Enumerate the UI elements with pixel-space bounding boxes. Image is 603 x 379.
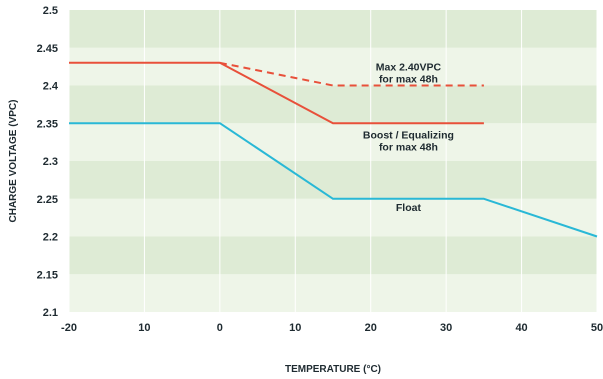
annotation-line: Float (396, 202, 422, 214)
background-band (69, 85, 597, 124)
annotation: Boost / Equalizing for max 48h (363, 129, 454, 153)
y-tick-label: 2.25 (37, 194, 58, 206)
annotation-line: for max 48h (379, 73, 438, 85)
grid-lines (68, 10, 598, 312)
y-tick-labels: 2.1 2.15 2.2 2.25 2.3 2.35 2.4 2.45 2.5 (37, 5, 59, 319)
y-tick-label: 2.1 (43, 307, 58, 319)
y-axis-title: CHARGE VOLTAGE (VPC) (8, 100, 19, 223)
y-tick-label: 2.2 (43, 232, 58, 244)
background-band (69, 10, 597, 48)
x-tick-label: 20 (365, 322, 377, 334)
y-tick-label: 2.4 (43, 81, 59, 93)
x-tick-label: 0 (217, 322, 223, 334)
y-tick-label: 2.3 (43, 156, 58, 168)
series-lines (69, 61, 598, 238)
x-tick-label: -20 (61, 322, 77, 334)
x-tick-label: 10 (289, 322, 301, 334)
y-tick-label: 2.45 (37, 43, 58, 55)
x-axis-title: TEMPERATURE (°C) (285, 364, 381, 375)
background-band (69, 198, 597, 237)
x-tick-labels: -20 10 0 10 20 30 40 50 (61, 322, 603, 334)
y-tick-label: 2.35 (37, 118, 58, 130)
x-tick-label: 30 (440, 322, 452, 334)
annotation: Float (396, 202, 422, 214)
background-band (69, 274, 597, 312)
series-line (219, 61, 484, 87)
background-band (69, 47, 597, 86)
annotation-line: Max 2.40VPC (376, 61, 442, 73)
background-band (69, 123, 597, 161)
series-line (69, 61, 484, 125)
background-band (69, 161, 597, 199)
annotation: Max 2.40VPC for max 48h (376, 61, 442, 85)
annotation-line: for max 48h (379, 141, 438, 153)
series-line (69, 122, 598, 238)
x-tick-label: 50 (591, 322, 603, 334)
background-band (69, 236, 597, 275)
y-tick-label: 2.5 (43, 5, 58, 17)
x-tick-label: 40 (515, 322, 527, 334)
y-tick-label: 2.15 (37, 269, 58, 281)
background-bands (69, 10, 597, 312)
annotation-line: Boost / Equalizing (363, 129, 454, 141)
x-tick-label: 10 (138, 322, 150, 334)
